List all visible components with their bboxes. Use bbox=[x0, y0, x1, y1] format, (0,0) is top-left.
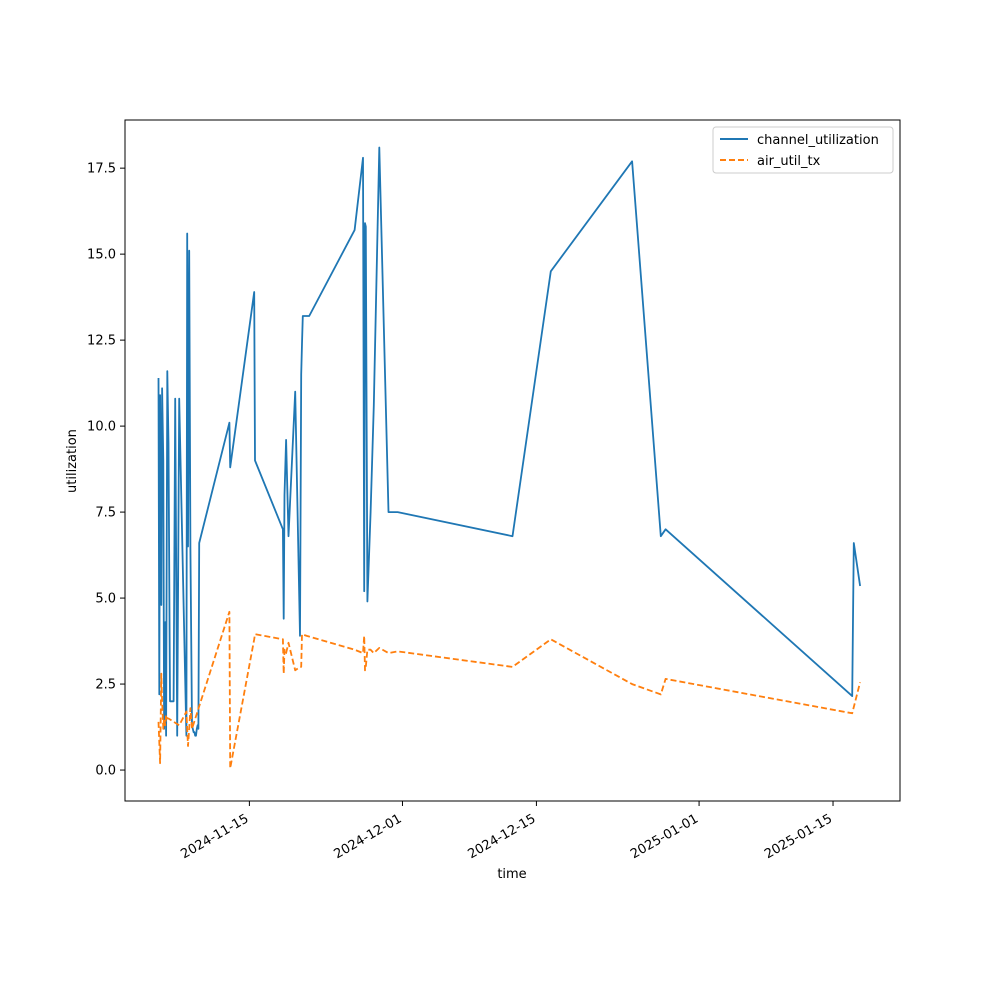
y-tick-label: 7.5 bbox=[95, 506, 116, 521]
series-line-air-util-tx bbox=[157, 610, 861, 770]
y-tick-label: 2.5 bbox=[95, 678, 116, 693]
y-tick-label: 0.0 bbox=[95, 764, 116, 779]
y-tick-label: 10.0 bbox=[87, 420, 116, 435]
y-tick-label: 15.0 bbox=[87, 248, 116, 263]
series-line-channel-utilization bbox=[157, 146, 861, 737]
y-tick-label: 17.5 bbox=[87, 162, 116, 177]
series-layer bbox=[157, 146, 861, 770]
y-tick-label: 5.0 bbox=[95, 592, 116, 607]
plot-frame bbox=[124, 119, 901, 802]
legend-label-air-util-tx: air_util_tx bbox=[757, 154, 821, 169]
legend-box bbox=[712, 126, 894, 174]
y-axis: 0.0 2.5 5.0 7.5 10.0 12.5 15.0 17.5 bbox=[87, 162, 125, 779]
y-axis-label: utilization bbox=[65, 429, 80, 493]
legend: channel_utilization air_util_tx bbox=[712, 126, 894, 174]
y-tick-label: 12.5 bbox=[87, 334, 116, 349]
x-axis-label: time bbox=[497, 867, 526, 882]
legend-label-channel-utilization: channel_utilization bbox=[757, 133, 879, 148]
